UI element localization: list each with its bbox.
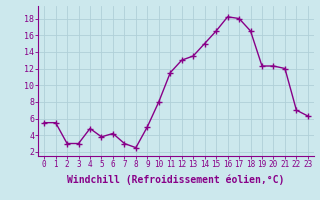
- X-axis label: Windchill (Refroidissement éolien,°C): Windchill (Refroidissement éolien,°C): [67, 175, 285, 185]
